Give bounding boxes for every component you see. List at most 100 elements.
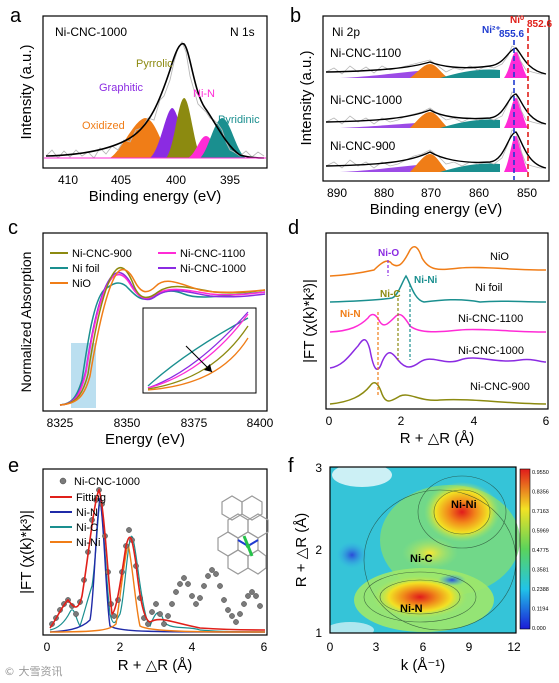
panel-f-frame <box>329 466 517 634</box>
panel-b-900-fit <box>325 131 547 169</box>
panel-b-xtick: 890 <box>327 186 347 200</box>
panel-e-frame <box>42 468 268 636</box>
panel-e-legend-label: Ni-C <box>76 522 98 534</box>
panel-a-xtick: 405 <box>111 173 131 187</box>
panel-c-legend-label: Ni foil <box>72 263 100 275</box>
panel-e-legend: Ni-CNC-1000 Fitting Ni-N Ni-C Ni-Ni <box>50 476 140 549</box>
panel-e-data-point <box>177 581 183 587</box>
panel-e-curve-fitting <box>49 487 266 631</box>
panel-b-label-1100: Ni-CNC-1100 <box>330 46 401 60</box>
panel-b-1100-fit <box>325 47 547 75</box>
panel-d-xtick: 0 <box>326 414 333 428</box>
panel-d: d Ni-O Ni-Ni Ni-C Ni-N NiO Ni foil Ni-CN… <box>288 217 550 447</box>
panel-d-label-1100: Ni-CNC-1100 <box>458 313 523 325</box>
panel-e-data-point <box>126 527 132 533</box>
panel-e-data-point <box>221 597 227 603</box>
panel-b-label-900: Ni-CNC-900 <box>330 139 396 153</box>
panel-e-xtick: 4 <box>189 640 196 654</box>
panel-e-data-point <box>189 593 195 599</box>
panel-f-heatmap-field <box>326 463 520 638</box>
panel-d-frame <box>325 232 549 410</box>
panel-e-legend-swatch <box>59 477 67 485</box>
panel-e-data-point <box>253 593 259 599</box>
panel-f-colorbar-tick: 0.000 <box>532 626 546 632</box>
panel-e-data-point <box>185 581 191 587</box>
panel-d-label-nifoil: Ni foil <box>475 282 503 294</box>
panel-b-ylabel: Intensity (a.u.) <box>298 50 315 145</box>
panel-e-legend-label: Ni-CNC-1000 <box>74 476 140 488</box>
panel-f-label-nini: Ni-Ni <box>451 499 477 511</box>
panel-c-inset <box>142 307 257 394</box>
panel-d-ylabel: |FT (χ(k)*k³)| <box>301 279 318 363</box>
panel-d-annot-nini: Ni-Ni <box>414 275 438 286</box>
panel-b-ni0-value: 852.6 <box>527 19 552 30</box>
panel-d-label-1000: Ni-CNC-1000 <box>458 345 524 357</box>
panel-e-data-point <box>245 593 251 599</box>
panel-e: e <box>8 455 269 674</box>
panel-b-series-1100: Ni-CNC-1100 <box>325 45 547 78</box>
panel-f-xtick: 0 <box>327 640 334 654</box>
panel-b-1000-2p12 <box>410 112 448 128</box>
panel-b-ni2-label: Ni²⁺ <box>482 25 501 36</box>
panel-c: c Ni-CNC-900 Ni foil NiO Ni-CNC-1100 <box>8 217 274 448</box>
panel-c-curve-nio <box>59 268 266 406</box>
panel-b-xtick: 870 <box>421 186 441 200</box>
panel-c-curve-1100 <box>59 273 266 406</box>
panel-d-label-nio: NiO <box>490 251 509 263</box>
panel-f-colorbar-tick: 0.5969 <box>532 529 549 535</box>
panel-e-xtick: 0 <box>44 640 51 654</box>
panel-c-legend-label: Ni-CNC-1000 <box>180 263 246 275</box>
panel-b-ni0-label: Ni⁰ <box>510 15 524 26</box>
panel-a-xtick: 400 <box>166 173 186 187</box>
panel-b-ni2-value: 855.6 <box>499 29 524 40</box>
panel-d-curve-nio <box>329 245 547 277</box>
panel-b-1000-sat2 <box>440 119 500 128</box>
panel-e-ylabel: |FT (χ(k)*k³)| <box>18 510 35 594</box>
panel-a-label-nin: Ni-N <box>193 88 215 100</box>
panel-a-frame <box>42 15 268 169</box>
panel-e-data-point <box>225 607 231 613</box>
panel-d-letter: d <box>288 217 299 239</box>
panel-d-curve-900 <box>329 381 547 405</box>
panel-f-colorbar-tick: 0.7163 <box>532 509 549 515</box>
panel-b-900-2p32 <box>504 136 528 172</box>
panel-e-legend-label: Ni-N <box>76 507 98 519</box>
panel-f-colorbar-tick: 0.3581 <box>532 568 549 574</box>
panel-b-frame <box>322 15 550 182</box>
panel-a-title: Ni-CNC-1000 <box>55 25 127 39</box>
panel-a-xticks: 410 405 400 395 <box>58 173 240 187</box>
panel-a-label-pyridinic: Pyridinic <box>218 114 260 126</box>
panel-f-xtick: 9 <box>466 640 473 654</box>
panel-c-inset-nio <box>147 337 249 391</box>
panel-b-xticks: 890 880 870 860 850 <box>327 186 537 200</box>
panel-a-label-oxidized: Oxidized <box>82 120 125 132</box>
panel-e-data-point <box>229 613 235 619</box>
panel-f-xticks: 0 3 6 9 12 <box>327 640 521 654</box>
panel-c-xtick: 8400 <box>247 416 274 430</box>
panel-c-inset-900 <box>147 325 249 390</box>
panel-d-curve-1100 <box>329 313 547 333</box>
panel-e-letter: e <box>8 455 19 477</box>
panel-f-colorbar <box>519 468 531 630</box>
panel-e-molecule-icon <box>217 495 269 575</box>
panel-d-xticks: 0 2 4 6 <box>326 414 550 428</box>
panel-a-label-pyrrolic: Pyrrolic <box>136 58 173 70</box>
panel-f-xtick: 3 <box>373 640 380 654</box>
panel-e-data-point <box>73 611 79 617</box>
panel-d-xtick: 2 <box>398 414 405 428</box>
panel-a-pyrrolic-peak <box>166 98 202 158</box>
panel-e-data-point <box>237 611 243 617</box>
panel-c-inset-nifoil <box>147 317 249 387</box>
panel-e-data-point <box>257 603 263 609</box>
panel-b-xtick: 880 <box>374 186 394 200</box>
panel-e-data-point <box>241 601 247 607</box>
panel-e-data-point <box>169 601 175 607</box>
panel-c-xtick: 8325 <box>47 416 74 430</box>
panel-b-1100-sat2 <box>440 69 500 78</box>
panel-b-label-1000: Ni-CNC-1000 <box>330 93 402 107</box>
panel-c-inset-1000 <box>147 311 249 389</box>
panel-b-corner: Ni 2p <box>332 25 360 39</box>
panel-f-ytick: 2 <box>315 543 322 557</box>
panel-d-xlabel: R + △R (Å) <box>400 430 474 447</box>
